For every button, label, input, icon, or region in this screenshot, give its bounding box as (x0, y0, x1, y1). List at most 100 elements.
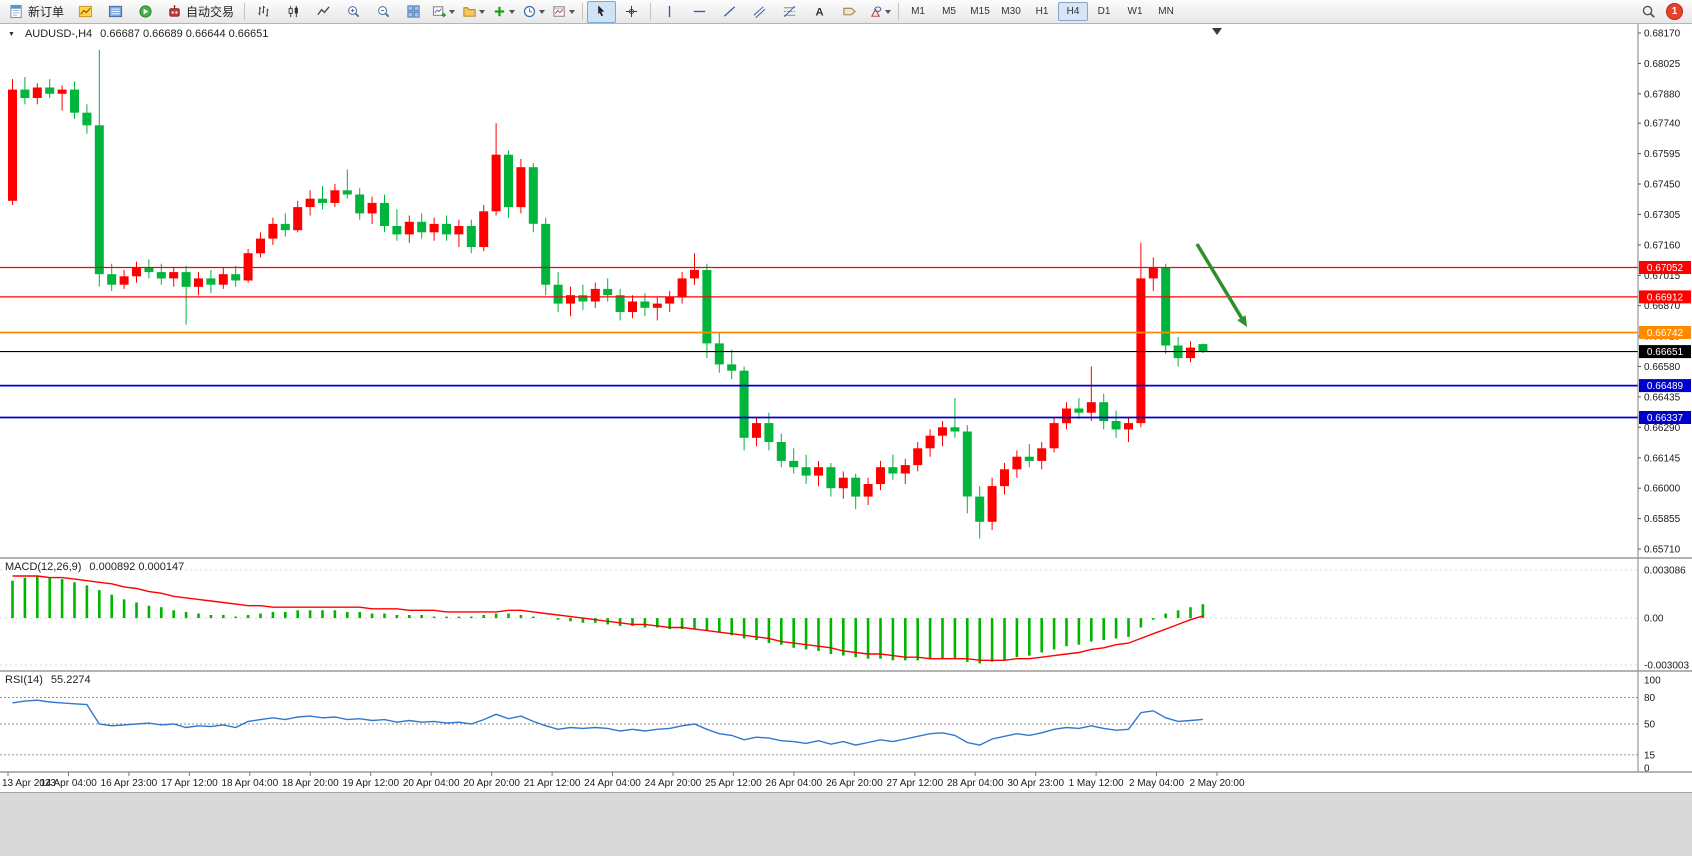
market-watch-button[interactable] (71, 1, 100, 23)
svg-text:1 May 12:00: 1 May 12:00 (1069, 778, 1124, 789)
dropdown-caret (509, 9, 516, 14)
cursor-button[interactable] (587, 0, 617, 23)
text-button[interactable]: A (805, 1, 834, 23)
svg-text:0.66651: 0.66651 (1647, 347, 1684, 358)
notification-badge[interactable]: 1 (1666, 3, 1683, 20)
zoom-in-button[interactable] (339, 1, 368, 23)
timeframe-mn[interactable]: MN (1158, 6, 1174, 17)
svg-text:20 Apr 20:00: 20 Apr 20:00 (463, 778, 520, 789)
navigator-icon (139, 5, 152, 18)
timeframe-m1[interactable]: M1 (911, 6, 925, 17)
macd-pane[interactable] (0, 559, 1692, 670)
vertical-line-button[interactable] (655, 1, 684, 23)
text-label-button[interactable] (835, 1, 864, 23)
timeframe-h1[interactable]: H1 (1035, 6, 1049, 17)
candlestick-series (8, 49, 1208, 539)
toolbar-separator (244, 3, 246, 20)
svg-text:A: A (815, 6, 823, 18)
svg-text:0.66145: 0.66145 (1644, 453, 1681, 464)
new-order-icon (10, 4, 22, 19)
dropdown-caret (569, 9, 576, 14)
toolbar-separator (582, 3, 584, 20)
chart-window[interactable]: 0.68170 0.68025 0.67880 0.67740 0.67595 0.674… (0, 24, 1692, 792)
svg-text:0.67450: 0.67450 (1644, 180, 1681, 191)
shapes-button[interactable] (865, 1, 894, 23)
svg-text:16 Apr 23:00: 16 Apr 23:00 (101, 778, 158, 789)
timeframe-m15[interactable]: M15 (970, 6, 990, 17)
dropdown-caret (449, 9, 456, 14)
new-order-label: 新订单 (28, 5, 65, 19)
price-pane[interactable] (0, 24, 1692, 557)
navigator-button[interactable] (131, 1, 160, 23)
zoom-out-button[interactable] (369, 1, 398, 23)
timeframe-h4[interactable]: H4 (1058, 2, 1089, 21)
tile-windows-button[interactable] (399, 1, 428, 23)
crosshair-button[interactable] (617, 1, 646, 23)
price-tag-0.66337 (1639, 411, 1691, 424)
new-chart-button[interactable] (429, 1, 458, 23)
search-button[interactable] (1634, 1, 1663, 23)
rsi-level-lines (0, 697, 1638, 756)
periods-button[interactable] (519, 1, 548, 23)
price-tag-0.66651 (1639, 345, 1691, 359)
svg-text:17 Apr 12:00: 17 Apr 12:00 (161, 778, 218, 789)
tile-windows-icon (407, 5, 420, 18)
pane-separators[interactable] (0, 557, 1692, 773)
svg-text:20 Apr 04:00: 20 Apr 04:00 (403, 778, 460, 789)
channel-button[interactable] (745, 1, 774, 23)
templates-button[interactable] (549, 1, 578, 23)
autotrading-button[interactable]: 自动交易 (161, 1, 240, 23)
svg-text:0.68025: 0.68025 (1644, 59, 1681, 70)
trend-arrow[interactable] (1195, 243, 1248, 328)
bar-chart-button[interactable] (249, 1, 278, 23)
vertical-line-icon (668, 5, 671, 18)
svg-text:14 Apr 04:00: 14 Apr 04:00 (40, 778, 97, 789)
indicators-button[interactable] (489, 1, 518, 23)
svg-text:0.67305: 0.67305 (1644, 210, 1681, 221)
shapes-icon (870, 6, 882, 17)
rsi-pane[interactable] (0, 672, 1692, 772)
svg-text:0.67015: 0.67015 (1644, 271, 1681, 282)
timeframe-d1[interactable]: D1 (1097, 6, 1111, 17)
line-chart-button[interactable] (309, 1, 338, 23)
pane-backgrounds (0, 24, 1692, 772)
trendline-button[interactable] (715, 1, 744, 23)
svg-text:0.66435: 0.66435 (1644, 392, 1681, 403)
chart-canvas[interactable]: 0.68170 0.68025 0.67880 0.67740 0.67595 0.674… (0, 24, 1692, 792)
new-order-button[interactable]: 新订单 (3, 1, 70, 23)
price-tag-0.66489 (1639, 379, 1691, 393)
svg-text:2 May 04:00: 2 May 04:00 (1129, 778, 1184, 789)
bar-chart-icon (258, 5, 269, 17)
svg-text:0.66337: 0.66337 (1647, 413, 1684, 424)
svg-text:30 Apr 23:00: 30 Apr 23:00 (1007, 778, 1064, 789)
svg-text:100: 100 (1644, 676, 1661, 687)
data-window-button[interactable] (101, 1, 130, 23)
fibonacci-icon (783, 6, 796, 17)
timeframe-w1[interactable]: W1 (1127, 6, 1143, 17)
price-axis[interactable]: 0.68170 0.68025 0.67880 0.67740 0.67595 0.674… (1637, 24, 1692, 775)
price-tags: 0.67052 0.66912 0.66742 0.66651 0.66489 0.663… (1639, 261, 1691, 424)
svg-text:0.67880: 0.67880 (1644, 89, 1681, 100)
candlestick-chart-button[interactable] (279, 1, 308, 23)
svg-text:0.66870: 0.66870 (1644, 301, 1681, 312)
periods-icon (523, 5, 536, 18)
svg-text:21 Apr 12:00: 21 Apr 12:00 (524, 778, 581, 789)
horizontal-line-button[interactable] (685, 1, 714, 23)
level-lines[interactable] (0, 266, 1638, 419)
toolbar-separator (898, 3, 900, 20)
fibonacci-button[interactable] (775, 1, 804, 23)
timeframe-m30[interactable]: M30 (1001, 6, 1021, 17)
text-icon: A (815, 6, 823, 18)
text-label-icon (843, 7, 856, 16)
macd-grid (0, 569, 1638, 666)
main-toolbar: 新订单 自动交易 (0, 0, 1692, 24)
svg-text:18 Apr 04:00: 18 Apr 04:00 (221, 778, 278, 789)
indicators-icon (494, 6, 505, 17)
svg-text:0.67160: 0.67160 (1644, 240, 1681, 251)
profiles-icon (463, 7, 476, 17)
search-icon (1642, 5, 1655, 18)
timeframe-m5[interactable]: M5 (942, 6, 956, 17)
dropdown-caret (885, 9, 892, 14)
profiles-button[interactable] (459, 1, 488, 23)
